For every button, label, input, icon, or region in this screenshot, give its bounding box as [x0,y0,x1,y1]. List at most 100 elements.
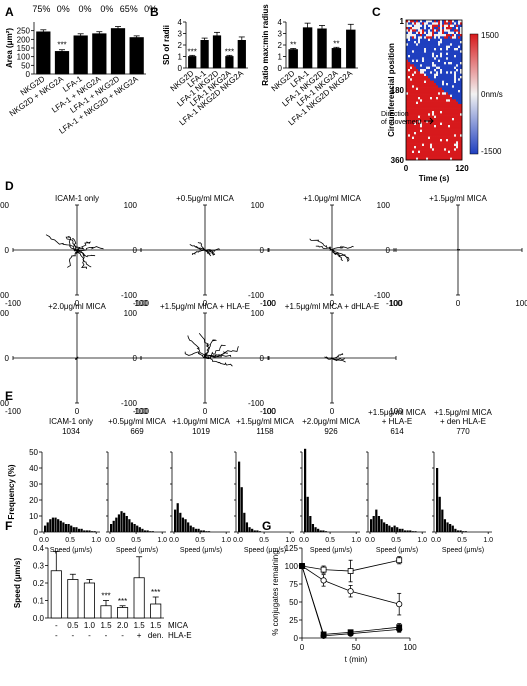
heatmap-cell [434,141,437,144]
heatmap-cell [420,99,423,102]
heatmap-cell [442,134,445,137]
heatmap-cell [434,136,437,140]
heatmap-cell [426,27,429,30]
heatmap-cell [422,29,425,32]
heatmap-cell [442,94,445,98]
heatmap-cell [442,50,445,53]
heatmap-cell [456,80,459,84]
heatmap-cell [418,141,421,144]
heatmap-cell [450,71,453,74]
heatmap-cell [442,104,445,107]
heatmap-cell [422,24,425,28]
y-axis-label: Frequency (%) [7,464,16,519]
heatmap-cell [436,80,439,84]
heatmap-cell [406,108,409,112]
heatmap-cell [448,20,451,23]
heatmap-cell [426,155,429,158]
heatmap-cell [460,64,463,67]
heatmap-cell [408,52,411,56]
heatmap-cell [406,120,409,123]
heatmap-cell [420,80,423,84]
heatmap-cell [454,150,457,154]
data-point [347,568,354,574]
heatmap-cell [434,97,437,100]
heatmap-cell [426,150,429,154]
heatmap-cell [432,132,435,135]
heatmap-cell [430,134,433,137]
heatmap-cell [432,143,435,147]
heatmap-cell [412,120,415,123]
heatmap-cell [408,155,411,158]
heatmap-cell [416,129,419,133]
data-point [396,557,403,564]
heatmap-cell [432,36,435,39]
x-tick-label: 0.0 [39,537,49,544]
heatmap-cell [456,52,459,56]
heatmap-cell [408,71,411,74]
trajectory-track [76,241,92,251]
heatmap-cell [458,55,461,58]
y-tick-label: 100 [0,309,10,318]
heatmap-cell [456,136,459,140]
heatmap-cell [452,101,455,105]
heatmap-cell [444,45,447,49]
heatmap-cell [428,29,431,32]
heatmap-cell [444,66,447,70]
heatmap-cell [406,127,409,130]
heatmap-cell [442,57,445,60]
heatmap-cell [410,43,413,46]
heatmap-cell [442,136,445,140]
heatmap-cell [444,52,447,56]
heatmap-cell [420,41,423,44]
heatmap-cell [422,43,425,46]
heatmap-cell [424,150,427,154]
heatmap-cell [460,36,463,39]
heatmap-cell [430,125,433,128]
histogram-bar [414,531,417,532]
heatmap-cell [440,127,443,130]
heatmap-cell [446,38,449,42]
heatmap-cell [440,73,443,77]
heatmap-cell [446,129,449,133]
heatmap-cell [422,73,425,77]
heatmap-cell [422,66,425,70]
heatmap-cell [420,62,423,65]
heatmap-cell [414,106,417,109]
heatmap-cell [432,146,435,149]
histogram-bar [401,528,404,532]
heatmap-cell [448,71,451,74]
heatmap-cell [446,50,449,53]
heatmap-cell [428,148,431,151]
heatmap-cell [460,146,463,149]
heatmap-cell [430,120,433,123]
heatmap-cell [422,78,425,81]
heatmap-cell [460,94,463,98]
heatmap-cell [434,106,437,109]
heatmap-cell [432,48,435,51]
heatmap-cell [408,27,411,30]
heatmap-cell [446,108,449,112]
x-tick-label: 0.0 [431,537,441,544]
heatmap-cell [460,143,463,147]
heatmap-cell [456,57,459,60]
heatmap-cell [432,136,435,140]
heatmap-cell [424,59,427,63]
heatmap-cell [452,78,455,81]
heatmap-cell [426,45,429,49]
heatmap-cell [458,73,461,77]
heatmap-cell [436,94,439,98]
heatmap-cell [428,97,431,100]
heatmap-cell [452,38,455,42]
heatmap-cell [430,57,433,60]
heatmap-cell [416,122,419,126]
heatmap-cell [422,76,425,79]
heatmap-cell [420,55,423,58]
x-tick-label: 1.0 [285,537,295,544]
heatmap-cell [448,22,451,25]
heatmap-cell [414,101,417,105]
heatmap-cell [458,43,461,46]
heatmap-cell [426,118,429,121]
heatmap-cell [458,125,461,128]
